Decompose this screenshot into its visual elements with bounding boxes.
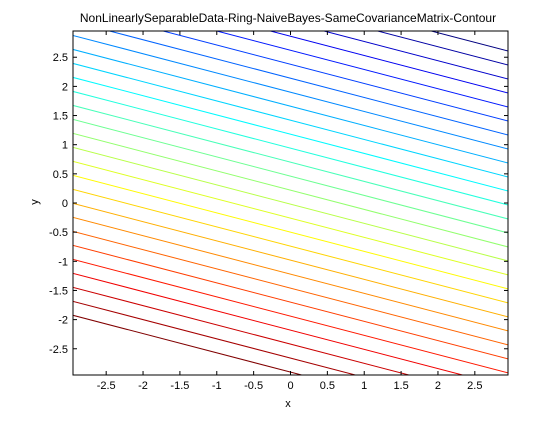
contour-line	[73, 300, 358, 375]
contour-line	[73, 286, 411, 375]
x-tick-label: 0.5	[320, 380, 335, 392]
contour-line	[73, 244, 508, 360]
contour-line	[73, 104, 508, 220]
contour-line	[73, 216, 508, 332]
plot-area: -2.5 -2 -1.5 -1 -0.5 0 0.5 1 1.5 2 2.5 -2.5 -2 -1.5 -1…	[49, 30, 509, 392]
y-tick-label: 0	[62, 198, 68, 210]
y-tick-label: -1.5	[49, 285, 68, 297]
chart-title: NonLinearlySeparableData-Ring-NaiveBayes…	[80, 11, 496, 25]
x-tick-label: 1.5	[393, 380, 408, 392]
contour-line	[375, 31, 508, 66]
y-tick-label: -2	[58, 315, 68, 327]
x-tick-label: -0.5	[244, 380, 263, 392]
contour-lines	[73, 31, 508, 375]
contour-line	[73, 90, 508, 206]
contour-line	[73, 160, 508, 276]
contour-line	[268, 31, 508, 94]
x-tick-label: -2.5	[97, 380, 116, 392]
contour-line	[73, 118, 508, 234]
x-tick-label: -1.5	[170, 380, 189, 392]
y-tick-label: -2.5	[49, 344, 68, 356]
contour-line	[73, 272, 465, 375]
y-tick-label: 2.5	[53, 52, 68, 64]
contour-line	[73, 34, 508, 150]
y-tick-label: -0.5	[49, 227, 68, 239]
x-axis-label: x	[285, 398, 291, 410]
contour-line	[73, 230, 508, 346]
x-tick-label: 0	[287, 380, 293, 392]
x-tick-label: 1	[361, 380, 367, 392]
contour-line	[73, 258, 508, 374]
contour-line	[107, 31, 508, 136]
contour-line	[214, 31, 508, 108]
y-tick-label: 0.5	[53, 169, 68, 181]
y-tick-label: 2	[62, 81, 68, 93]
x-tick-label: -2	[138, 380, 148, 392]
y-tick-label: -1	[58, 256, 68, 268]
plot-background	[73, 31, 508, 375]
contour-line	[73, 174, 508, 290]
contour-line	[73, 62, 508, 178]
y-tick-label: 1	[62, 140, 68, 152]
contour-line	[429, 31, 508, 52]
x-tick-label: 2.5	[467, 380, 482, 392]
y-axis-label: y	[29, 199, 41, 205]
contour-line	[73, 76, 508, 192]
x-tick-label: -1	[212, 380, 222, 392]
contour-line	[73, 132, 508, 248]
contour-line	[73, 146, 508, 262]
y-tick-label: 1.5	[53, 111, 68, 123]
axis-ticks: -2.5 -2 -1.5 -1 -0.5 0 0.5 1 1.5 2 2.5 -2.5 -2 -1.5 -1…	[49, 31, 508, 392]
contour-line	[322, 31, 508, 80]
contour-line	[73, 48, 508, 164]
contour-line	[73, 202, 508, 318]
contour-line	[73, 188, 508, 304]
contour-line	[161, 31, 508, 122]
x-tick-label: 2	[435, 380, 441, 392]
